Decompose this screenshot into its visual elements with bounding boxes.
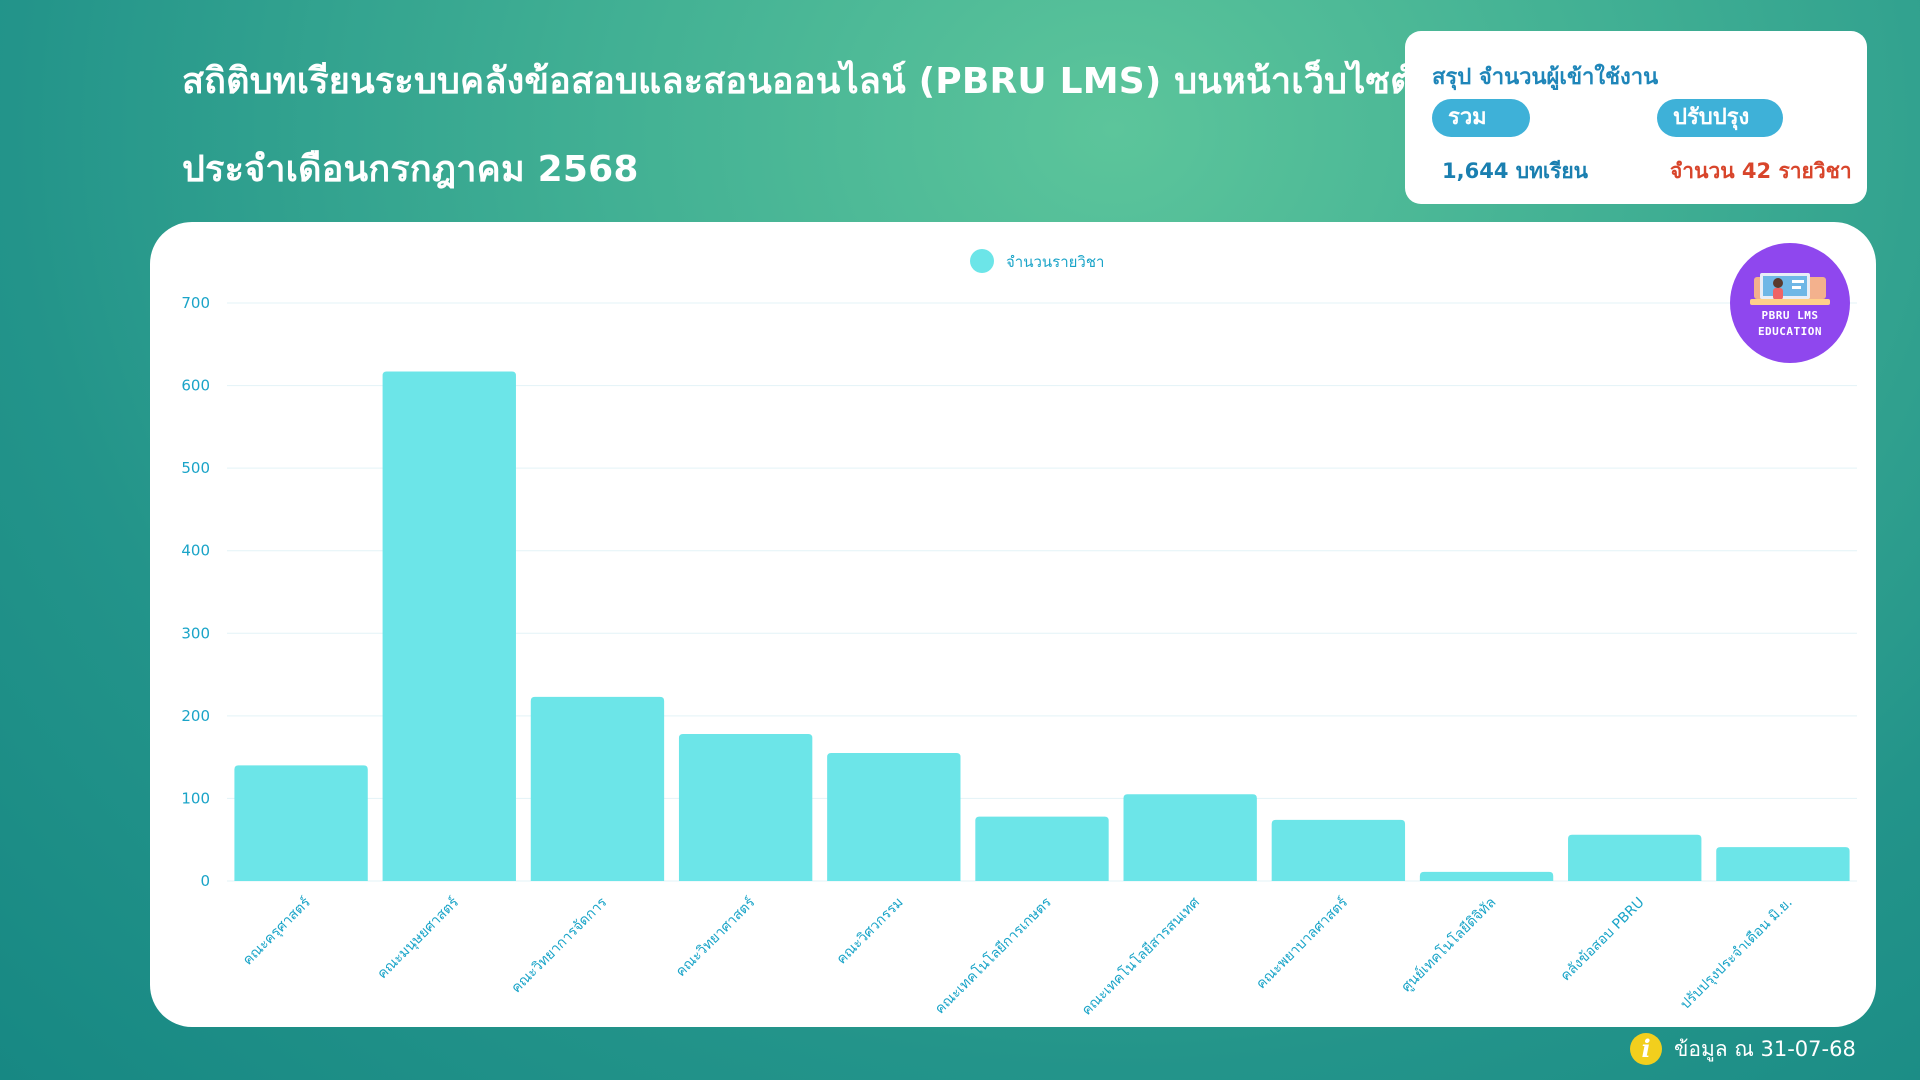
logo-line2: EDUCATION (1757, 325, 1823, 338)
x-tick-label: คณะครุศาสตร์ (239, 893, 314, 968)
x-tick-label: คลังข้อสอบ PBRU (1558, 895, 1648, 985)
x-tick-label: คณะวิศวกรรม (834, 895, 907, 968)
y-tick-label: 500 (181, 459, 210, 477)
page-title: สถิติบทเรียนระบบคลังข้อสอบและสอนออนไลน์ … (182, 61, 1414, 102)
logo-line1: PBRU LMS (1761, 309, 1819, 322)
summary-title: สรุป จำนวนผู้เข้าใช้งาน (1432, 65, 1659, 90)
bar (678, 734, 813, 881)
bar (382, 371, 516, 881)
y-tick-label: 200 (181, 707, 210, 725)
x-tick-label: คณะมนุษยศาสตร์ (374, 893, 463, 982)
x-tick-label: คณะพยาบาลศาสตร์ (1253, 893, 1352, 992)
teacher-at-screen-illustration (1750, 273, 1830, 305)
bar (530, 696, 665, 881)
x-tick-label: คณะวิทยาศาสตร์ (672, 893, 759, 980)
legend-swatch (970, 249, 994, 273)
y-tick-label: 0 (200, 872, 210, 890)
info-icon: i (1630, 1033, 1662, 1065)
bar (1271, 819, 1406, 881)
page-subtitle: ประจำเดือนกรกฎาคม 2568 (182, 149, 639, 190)
bar (234, 765, 368, 881)
y-tick-label: 600 (181, 377, 210, 395)
update-value: จำนวน 42 รายวิชา (1670, 159, 1852, 183)
chart-card: จำนวนรายวิชา 0 100 200 300 400 500 600 700 คณะครุ… (150, 222, 1876, 1027)
bar (1716, 847, 1850, 881)
data-date-text: ข้อมูล ณ 31-07-68 (1674, 1036, 1856, 1061)
total-badge: รวม (1432, 99, 1530, 137)
y-tick-label: 100 (181, 789, 210, 807)
update-badge: ปรับปรุง (1657, 99, 1783, 137)
total-value: 1,644 บทเรียน (1442, 159, 1589, 183)
bar (975, 816, 1109, 881)
bar (1123, 794, 1257, 881)
y-tick-label: 400 (181, 542, 210, 560)
pbru-lms-logo: PBRU LMS EDUCATION (1730, 243, 1850, 363)
bar (1419, 871, 1554, 881)
legend-label: จำนวนรายวิชา (1006, 253, 1104, 271)
x-tick-label: คณะวิทยาการจัดการ (508, 894, 610, 996)
bar-chart: จำนวนรายวิชา 0 100 200 300 400 500 600 700 คณะครุ… (181, 249, 1857, 1019)
y-tick-label: 700 (181, 294, 210, 312)
x-tick-label: ปรับปรุงประจำเดือน มิ.ย. (1678, 895, 1796, 1013)
x-tick-label: ศูนย์เทคโนโลยีดิจิทัล (1398, 894, 1500, 996)
bar (1568, 834, 1702, 881)
data-date-footer: i ข้อมูล ณ 31-07-68 (1630, 1031, 1856, 1067)
y-tick-label: 300 (181, 624, 210, 642)
bar (827, 753, 961, 881)
summary-card: สรุป จำนวนผู้เข้าใช้งาน รวม ปรับปรุง 1,6… (1405, 31, 1867, 204)
x-tick-label: คณะเทคโนโลยีสารสนเทศ (1078, 894, 1203, 1019)
x-tick-label: คณะเทคโนโลยีการเกษตร (931, 893, 1055, 1017)
